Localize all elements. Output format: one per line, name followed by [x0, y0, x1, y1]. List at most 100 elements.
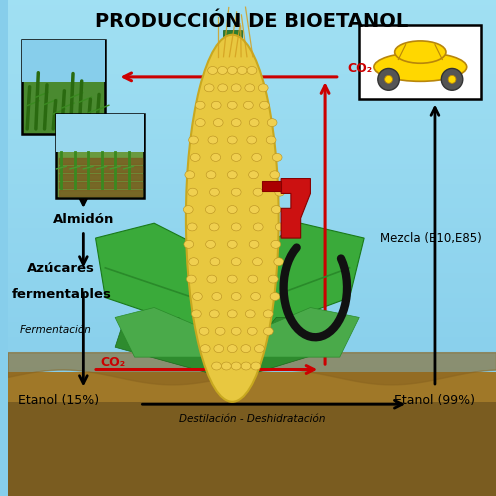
Polygon shape [281, 179, 310, 238]
Bar [7, 60, 496, 64]
Ellipse shape [208, 136, 218, 144]
Bar [7, 327, 496, 332]
Ellipse shape [195, 101, 205, 109]
Bar [7, 35, 496, 40]
Bar [7, 164, 496, 169]
Polygon shape [261, 181, 281, 191]
Ellipse shape [218, 66, 227, 74]
Bar [7, 184, 496, 188]
Polygon shape [223, 30, 242, 397]
Bar [7, 198, 496, 203]
Ellipse shape [274, 258, 284, 266]
Bar [7, 303, 496, 308]
Bar [7, 45, 496, 50]
Ellipse shape [249, 205, 259, 213]
Ellipse shape [258, 84, 268, 92]
Ellipse shape [248, 327, 257, 335]
Bar [7, 25, 496, 30]
Ellipse shape [270, 171, 280, 179]
Ellipse shape [246, 310, 255, 318]
Bar [7, 89, 496, 94]
Ellipse shape [374, 53, 467, 81]
Bar [7, 134, 496, 139]
Bar [7, 74, 496, 79]
Ellipse shape [253, 223, 263, 231]
Ellipse shape [227, 66, 237, 74]
Ellipse shape [247, 66, 257, 74]
FancyBboxPatch shape [57, 114, 144, 198]
Ellipse shape [237, 66, 247, 74]
Bar [7, 109, 496, 114]
Bar [7, 144, 496, 149]
Ellipse shape [215, 327, 225, 335]
Ellipse shape [206, 171, 216, 179]
Ellipse shape [185, 171, 194, 179]
Bar [7, 392, 496, 397]
Bar [7, 278, 496, 283]
Bar [7, 139, 496, 144]
Bar [7, 372, 496, 377]
Polygon shape [22, 40, 105, 82]
Bar [7, 188, 496, 193]
Bar [7, 293, 496, 298]
Ellipse shape [227, 205, 237, 213]
Bar [7, 129, 496, 134]
Text: CO₂: CO₂ [100, 356, 125, 369]
Ellipse shape [209, 310, 219, 318]
Ellipse shape [200, 345, 210, 353]
Bar [7, 55, 496, 60]
Ellipse shape [244, 101, 253, 109]
Bar [7, 30, 496, 35]
Bar [7, 50, 496, 55]
Ellipse shape [208, 66, 217, 74]
Ellipse shape [209, 188, 219, 196]
Bar [7, 337, 496, 342]
FancyBboxPatch shape [359, 25, 481, 99]
Bar [7, 238, 496, 243]
Text: PRODUCCIÓN DE BIOETANOL: PRODUCCIÓN DE BIOETANOL [95, 12, 408, 31]
Ellipse shape [212, 293, 222, 301]
Ellipse shape [266, 136, 276, 144]
Ellipse shape [252, 153, 261, 161]
Bar [7, 69, 496, 74]
Ellipse shape [195, 119, 205, 126]
Ellipse shape [206, 241, 215, 248]
Bar [7, 119, 496, 124]
Circle shape [385, 75, 392, 83]
Polygon shape [7, 377, 496, 496]
Bar [7, 218, 496, 223]
Ellipse shape [249, 119, 259, 126]
Ellipse shape [211, 153, 221, 161]
Ellipse shape [192, 293, 202, 301]
Polygon shape [7, 372, 496, 402]
Bar [7, 124, 496, 129]
Ellipse shape [241, 345, 250, 353]
Bar [7, 193, 496, 198]
Bar [7, 273, 496, 278]
Polygon shape [242, 317, 340, 377]
Circle shape [378, 68, 399, 90]
FancyBboxPatch shape [22, 40, 105, 134]
Bar [7, 312, 496, 317]
Circle shape [441, 68, 463, 90]
Ellipse shape [190, 153, 200, 161]
Ellipse shape [209, 223, 219, 231]
Ellipse shape [186, 275, 196, 283]
Ellipse shape [186, 35, 279, 402]
Ellipse shape [231, 188, 241, 196]
Bar [7, 382, 496, 387]
Ellipse shape [207, 275, 217, 283]
Bar [7, 64, 496, 69]
Text: Azúcares: Azúcares [27, 262, 95, 275]
Bar [7, 362, 496, 367]
Bar [7, 213, 496, 218]
Ellipse shape [213, 119, 223, 126]
Bar [7, 268, 496, 273]
Ellipse shape [253, 188, 263, 196]
Bar [7, 169, 496, 174]
Ellipse shape [184, 241, 193, 248]
Bar [7, 352, 496, 357]
Ellipse shape [231, 153, 241, 161]
Bar [7, 84, 496, 89]
Bar [7, 263, 496, 268]
